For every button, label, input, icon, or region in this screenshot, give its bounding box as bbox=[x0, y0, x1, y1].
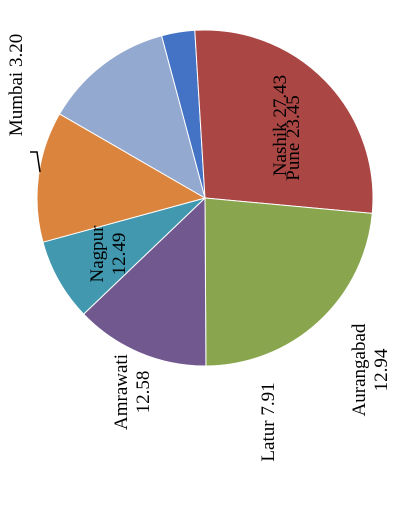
data-label-pune: Pune 23.45 bbox=[283, 95, 304, 181]
leader-lines bbox=[30, 151, 41, 173]
data-label-nashik: Nashik 27.43 bbox=[270, 75, 291, 176]
pie-slice-aurangabad bbox=[82, 196, 207, 367]
pie-slice-nagpur bbox=[58, 35, 206, 200]
pie-slice-nashik bbox=[194, 29, 374, 214]
data-label-mumbai: Mumbai 3.20 bbox=[6, 34, 27, 136]
leader-line-mumbai bbox=[30, 151, 41, 173]
pie-slice-pune bbox=[204, 197, 373, 367]
data-label-latur: Latur 7.91 bbox=[258, 382, 279, 461]
data-label-amrawati: Amrawati12.58 bbox=[111, 354, 154, 430]
pie-slice-amrawati bbox=[36, 113, 207, 243]
data-label-aurangabad: Aurangabad12.94 bbox=[349, 323, 392, 416]
data-label-nagpur: Nagpur12.49 bbox=[87, 225, 130, 283]
pie-slices bbox=[36, 29, 374, 367]
